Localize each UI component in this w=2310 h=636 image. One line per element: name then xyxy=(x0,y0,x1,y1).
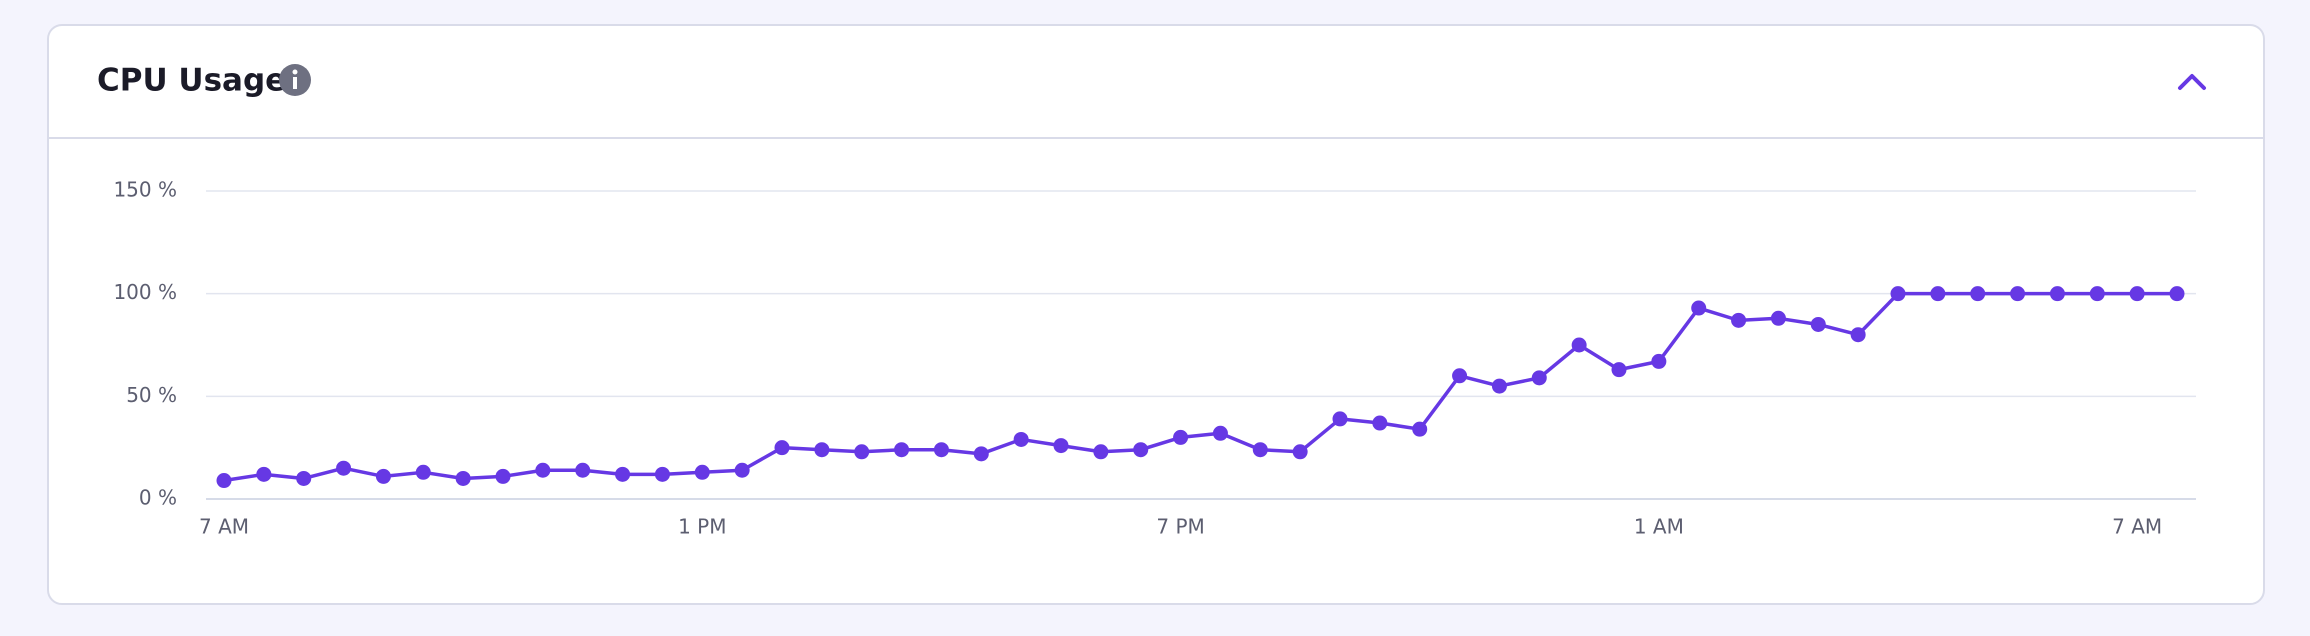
data-point xyxy=(1850,327,1866,343)
data-point xyxy=(336,460,352,476)
card xyxy=(47,24,2265,605)
y-tick-label: 150 % xyxy=(113,178,177,202)
data-point xyxy=(2169,286,2185,302)
y-tick-label: 100 % xyxy=(113,280,177,304)
data-point xyxy=(894,442,910,458)
data-point xyxy=(1332,411,1348,427)
data-point xyxy=(1372,415,1388,431)
data-point xyxy=(455,470,471,486)
data-point xyxy=(694,464,710,480)
data-point xyxy=(1691,300,1707,316)
data-point xyxy=(1810,316,1826,332)
data-point xyxy=(256,466,272,482)
data-point xyxy=(1013,431,1029,447)
info-icon-dot xyxy=(292,69,298,75)
info-icon-bar xyxy=(293,77,297,89)
data-point xyxy=(654,466,670,482)
data-point xyxy=(1770,310,1786,326)
data-point xyxy=(1412,421,1428,437)
data-point xyxy=(1491,378,1507,394)
data-point xyxy=(1571,337,1587,353)
data-point xyxy=(1093,444,1109,460)
data-point xyxy=(2089,286,2105,302)
data-point xyxy=(615,466,631,482)
data-point xyxy=(296,470,312,486)
data-point xyxy=(375,468,391,484)
data-point xyxy=(933,442,949,458)
data-point xyxy=(1651,353,1667,369)
x-tick-label: 7 PM xyxy=(1156,515,1204,539)
x-tick-label: 1 PM xyxy=(678,515,726,539)
data-point xyxy=(575,462,591,478)
x-tick-label: 7 AM xyxy=(199,515,249,539)
data-point xyxy=(734,462,750,478)
info-icon[interactable] xyxy=(279,64,311,96)
data-point xyxy=(1890,286,1906,302)
data-point xyxy=(216,473,232,489)
data-point xyxy=(774,440,790,456)
data-point xyxy=(1212,425,1228,441)
data-point xyxy=(2010,286,2026,302)
data-point xyxy=(2129,286,2145,302)
data-point xyxy=(1252,442,1268,458)
collapse-chevron[interactable] xyxy=(2178,74,2206,90)
x-tick-label: 1 AM xyxy=(1634,515,1684,539)
data-point xyxy=(1133,442,1149,458)
data-point xyxy=(535,462,551,478)
data-point xyxy=(1731,312,1747,328)
y-tick-label: 0 % xyxy=(139,486,177,510)
y-tick-label: 50 % xyxy=(126,383,177,407)
data-point xyxy=(1292,444,1308,460)
data-point xyxy=(1053,438,1069,454)
data-point xyxy=(1531,370,1547,386)
data-point xyxy=(1611,362,1627,378)
x-tick-label: 7 AM xyxy=(2112,515,2162,539)
data-point xyxy=(854,444,870,460)
data-point xyxy=(973,446,989,462)
chart-title: CPU Usage xyxy=(97,63,286,99)
data-point xyxy=(1930,286,1946,302)
data-point xyxy=(1452,368,1468,384)
data-point xyxy=(495,468,511,484)
data-point xyxy=(1970,286,1986,302)
data-point xyxy=(2049,286,2065,302)
data-point xyxy=(1173,429,1189,445)
data-point xyxy=(814,442,830,458)
data-point xyxy=(415,464,431,480)
